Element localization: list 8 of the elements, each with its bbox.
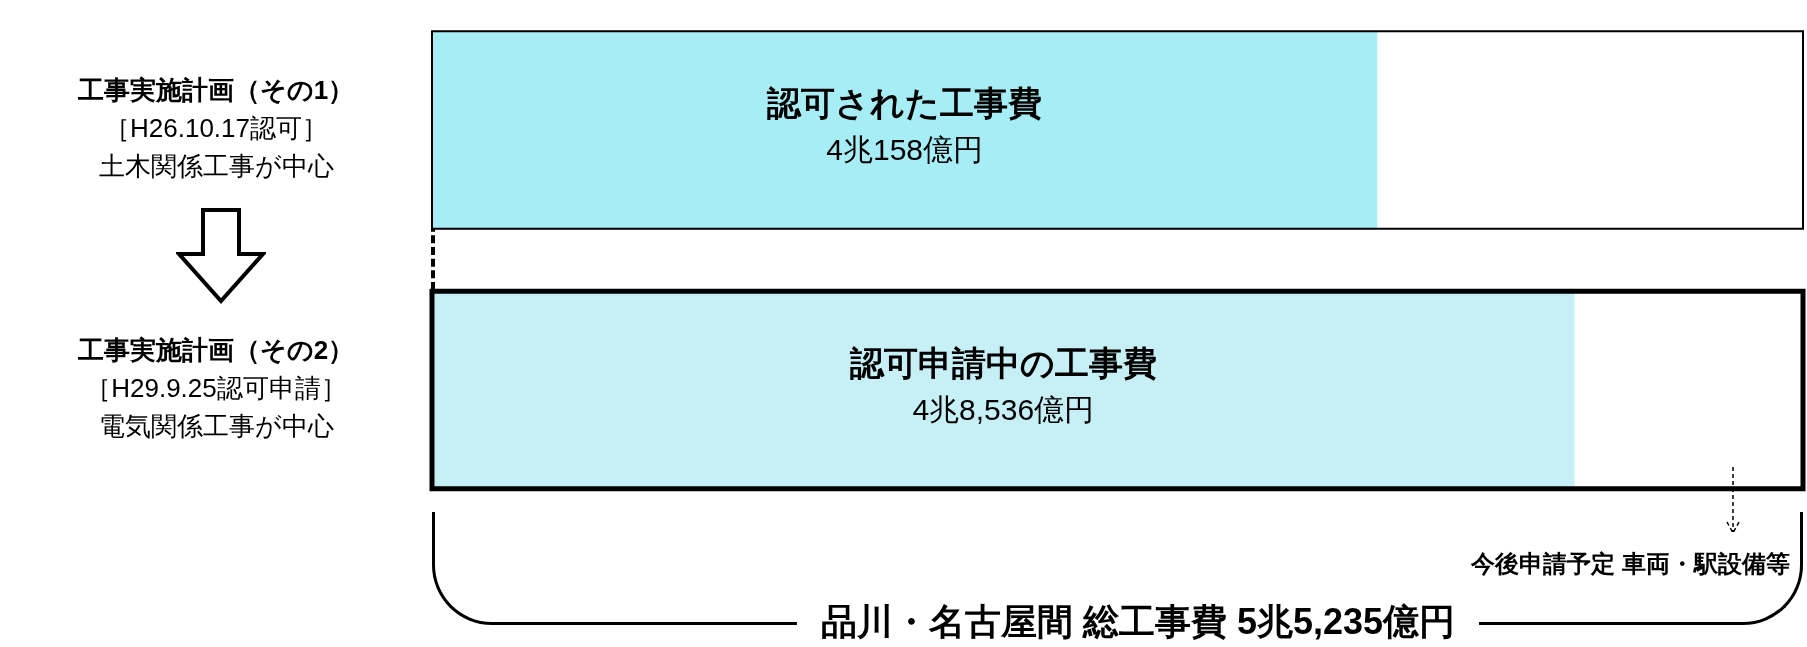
y-tick-label: 工事実施計画（その2）［H29.9.25認可申請］電気関係工事が中心 (76, 335, 355, 442)
annotation: 4兆8,536億円 (912, 393, 1095, 427)
text: 今後申請予定 車両・駅設備等 (1470, 549, 1790, 577)
annotation: 認可された工事費 (766, 84, 1043, 123)
annotation: 4兆158億円 (826, 133, 984, 167)
y-tick-label: 工事実施計画（その1）［H26.10.17認可］土木関係工事が中心 (76, 75, 355, 182)
annotation: 認可申請中の工事費 (848, 344, 1157, 383)
text: 品川・名古屋間 総工事費 5兆5,235億円 (820, 600, 1456, 642)
